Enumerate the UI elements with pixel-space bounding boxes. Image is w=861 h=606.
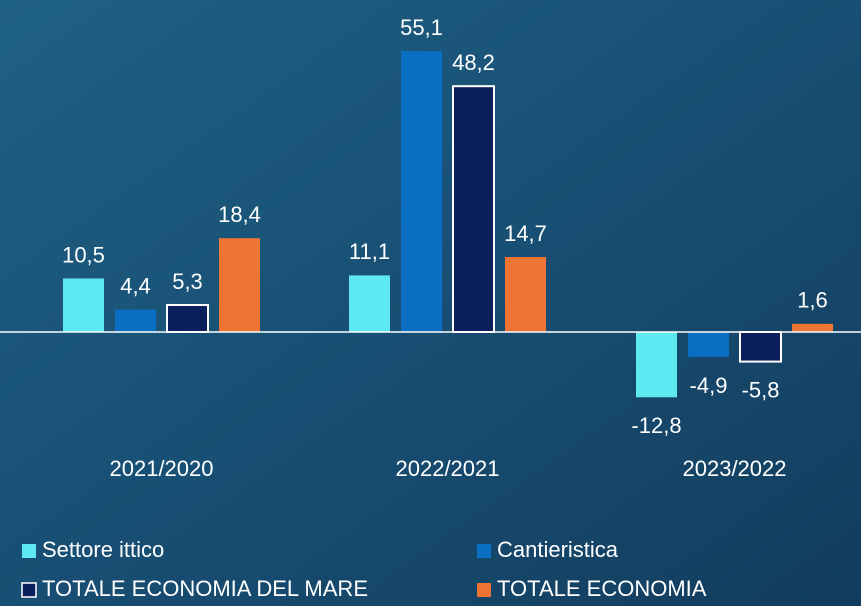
legend-label: TOTALE ECONOMIA	[497, 576, 707, 601]
bar	[505, 257, 546, 332]
legend-label: TOTALE ECONOMIA DEL MARE	[42, 576, 368, 601]
data-label: 14,7	[504, 221, 547, 246]
data-label: 18,4	[218, 202, 261, 227]
bar	[349, 275, 390, 332]
x-tick-label: 2022/2021	[396, 456, 500, 481]
legend-swatch	[22, 544, 36, 558]
bar	[452, 85, 495, 333]
data-label: -5,8	[742, 377, 780, 402]
data-label: 11,1	[349, 239, 390, 264]
bar	[636, 332, 677, 398]
bar	[401, 51, 442, 332]
bar	[792, 323, 833, 332]
legend-swatch	[477, 583, 491, 597]
data-label: 1,6	[797, 288, 828, 313]
data-label: -4,9	[690, 373, 728, 398]
x-tick-label: 2021/2020	[110, 456, 214, 481]
data-label: 55,1	[400, 15, 443, 40]
legend-label: Settore ittico	[42, 537, 164, 562]
data-label: 48,2	[452, 50, 495, 75]
bar	[166, 303, 209, 333]
bar	[688, 332, 729, 357]
bar	[115, 309, 156, 332]
x-tick-label: 2023/2022	[683, 456, 787, 481]
data-label: -12,8	[631, 413, 681, 438]
data-label: 10,5	[62, 242, 105, 267]
legend-swatch	[21, 582, 37, 598]
legend-label: Cantieristica	[497, 537, 619, 562]
bar	[63, 278, 104, 332]
data-label: 5,3	[172, 269, 203, 294]
data-label: 4,4	[120, 273, 151, 298]
bar	[739, 331, 782, 363]
legend-swatch	[477, 544, 491, 558]
bar	[219, 238, 260, 332]
